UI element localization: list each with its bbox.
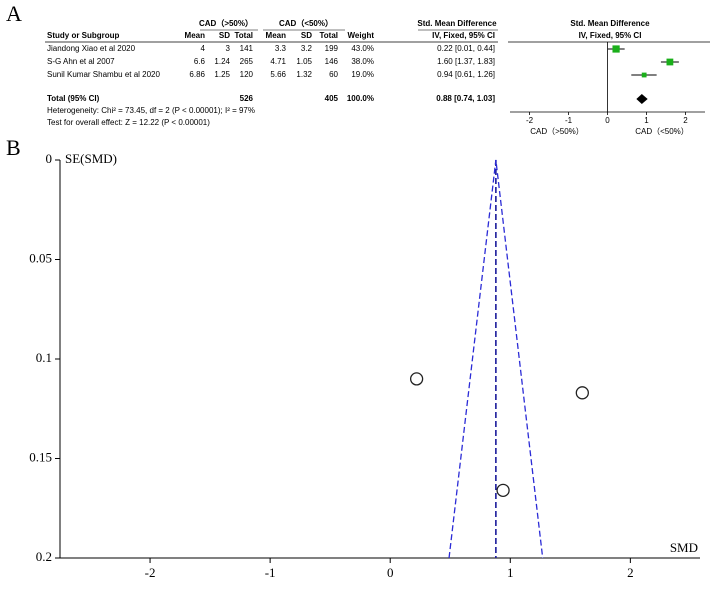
column-header: SD — [219, 31, 230, 40]
table-cell: 120 — [240, 70, 254, 79]
column-header: Study or Subgroup — [47, 31, 120, 40]
table-cell: 3.2 — [301, 44, 313, 53]
note: Heterogeneity: Chi² = 73.45, df = 2 (P <… — [47, 106, 255, 115]
table-cell: 43.0% — [351, 44, 374, 53]
table-cell: 0.94 [0.61, 1.26] — [437, 70, 495, 79]
forest-subtitle: IV, Fixed, 95% CI — [579, 31, 642, 40]
y-tick-label: 0 — [46, 151, 53, 166]
table-cell: 265 — [240, 57, 254, 66]
y-tick-label: 0.2 — [36, 549, 52, 564]
y-tick-label: 0.1 — [36, 350, 52, 365]
table-cell: 0.22 [0.01, 0.44] — [437, 44, 495, 53]
table-cell: Jiandong Xiao et al 2020 — [47, 44, 136, 53]
table-cell: 3.3 — [275, 44, 287, 53]
x-axis-label: CAD（<50%） — [635, 127, 689, 136]
table-cell: 6.6 — [194, 57, 206, 66]
study-point — [575, 386, 589, 400]
table-cell: 1.32 — [296, 70, 312, 79]
table-cell: 141 — [240, 44, 254, 53]
total-cell: Total (95% CI) — [47, 94, 100, 103]
column-header: Total — [234, 31, 253, 40]
table-cell: 1.25 — [214, 70, 230, 79]
column-header: Mean — [266, 31, 287, 40]
y-tick-label: 0.05 — [29, 250, 52, 265]
x-tick-label: 0 — [387, 565, 394, 580]
column-header: Weight — [347, 31, 374, 40]
group-header: Std. Mean Difference — [417, 19, 497, 28]
study-point — [409, 372, 424, 386]
table-cell: 4.71 — [270, 57, 286, 66]
table-cell: 3 — [226, 44, 231, 53]
x-tick-label: -1 — [565, 116, 573, 125]
x-axis-label: CAD（>50%） — [530, 127, 584, 136]
x-axis-label: SMD — [670, 540, 698, 555]
table-cell: 146 — [325, 57, 339, 66]
table-cell: S-G Ahn et al 2007 — [47, 57, 115, 66]
table-cell: Sunil Kumar Shambu et al 2020 — [47, 70, 161, 79]
table-cell: 4 — [201, 44, 206, 53]
total-cell: 405 — [325, 94, 339, 103]
table-cell: 1.24 — [214, 57, 230, 66]
total-cell: 0.88 [0.74, 1.03] — [436, 94, 495, 103]
y-tick-label: 0.15 — [29, 449, 52, 464]
column-header: IV, Fixed, 95% CI — [432, 31, 495, 40]
x-tick-label: 2 — [683, 116, 688, 125]
table-cell: 38.0% — [351, 57, 374, 66]
x-tick-label: -2 — [145, 565, 156, 580]
x-tick-label: -1 — [265, 565, 276, 580]
funnel-line — [448, 159, 544, 559]
table-cell: 6.86 — [189, 70, 205, 79]
total-diamond — [636, 94, 648, 104]
x-tick-label: -2 — [526, 116, 534, 125]
x-tick-label: 2 — [627, 565, 634, 580]
x-tick-label: 1 — [507, 565, 514, 580]
effect-box — [666, 58, 674, 66]
table-cell: 199 — [325, 44, 339, 53]
note: Test for overall effect: Z = 12.22 (P < … — [47, 118, 210, 127]
table-cell: 19.0% — [351, 70, 374, 79]
table-cell: 1.05 — [296, 57, 312, 66]
group-header: CAD（>50%） — [199, 18, 253, 28]
effect-box — [612, 45, 620, 53]
table-cell: 60 — [329, 70, 338, 79]
forest-title: Std. Mean Difference — [570, 19, 650, 28]
total-cell: 526 — [240, 94, 254, 103]
panel-label: A — [6, 1, 22, 26]
column-header: SD — [301, 31, 312, 40]
effect-box — [641, 72, 647, 78]
panel-label: B — [6, 135, 21, 160]
x-tick-label: 0 — [605, 116, 610, 125]
total-cell: 100.0% — [347, 94, 374, 103]
y-axis-label: SE(SMD) — [65, 151, 117, 166]
table-cell: 5.66 — [270, 70, 286, 79]
x-tick-label: 1 — [644, 116, 649, 125]
column-header: Mean — [185, 31, 206, 40]
group-header: CAD（<50%） — [279, 18, 333, 28]
column-header: Total — [319, 31, 338, 40]
table-cell: 1.60 [1.37, 1.83] — [437, 57, 495, 66]
study-point — [496, 483, 510, 497]
